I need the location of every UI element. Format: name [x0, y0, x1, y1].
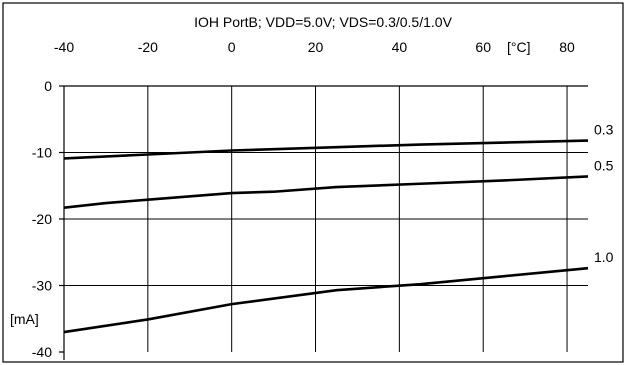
series-group: [63, 139, 589, 334]
series-end-label: 0.5: [594, 157, 614, 173]
series-end-label: 0.3: [594, 122, 614, 138]
x-tick-label: 40: [392, 39, 408, 55]
label-group: 0.3 0.5 1.0: [594, 122, 614, 266]
y-tick-label: 0: [44, 78, 52, 94]
x-tick-label: 0: [228, 39, 236, 55]
grid: [64, 86, 588, 352]
y-tick-label: -40: [32, 344, 52, 360]
x-tick-label: 20: [308, 39, 324, 55]
x-tick-label: -40: [54, 39, 74, 55]
x-tick-label: -20: [138, 39, 158, 55]
series-line: [63, 175, 589, 209]
y-unit-label: [mA]: [10, 311, 39, 327]
x-unit-label: [°C]: [507, 39, 531, 55]
x-tick-label: 60: [475, 39, 491, 55]
series-line: [63, 139, 589, 160]
series-line: [63, 266, 589, 334]
series-end-label: 1.0: [594, 249, 614, 265]
y-tick-label: -20: [32, 211, 52, 227]
chart-title: IOH PortB; VDD=5.0V; VDS=0.3/0.5/1.0V: [194, 14, 452, 30]
x-tick-label: 80: [559, 39, 575, 55]
y-tick-label: -10: [32, 145, 52, 161]
axes: 0 -10 -20 -30 -40 -40 -20 0 20 40 60 80: [32, 39, 588, 360]
y-tick-label: -30: [32, 278, 52, 294]
